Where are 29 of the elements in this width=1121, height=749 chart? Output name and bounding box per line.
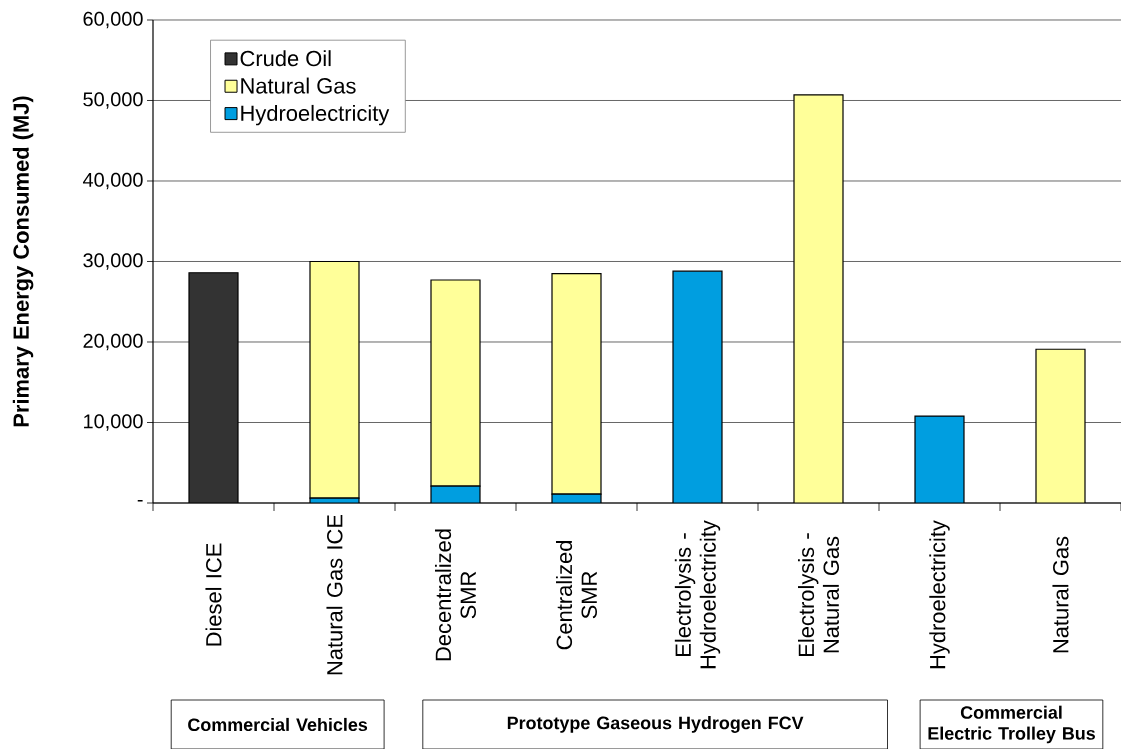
x-tick-label: Diesel ICE xyxy=(205,543,222,646)
bar xyxy=(673,271,722,503)
y-tick-label: 60,000 xyxy=(83,11,143,29)
text: Commercial Vehicles xyxy=(188,717,368,732)
text: Prototype Gaseous Hydrogen FCV xyxy=(507,716,804,733)
x-tick-label: Natural Gas xyxy=(1052,536,1069,653)
legend-label: Natural Gas xyxy=(241,77,356,94)
y-tick-label: 10,000 xyxy=(84,414,143,431)
bar xyxy=(551,272,602,495)
x-tick-label: Natural Gas ICE xyxy=(326,514,343,675)
x-tick-label: Centralized SMR xyxy=(555,541,598,650)
y-tick-label: 20,000 xyxy=(83,333,143,351)
x-tick-label: Hydroelectricity xyxy=(929,520,950,669)
y-tick-label: 40,000 xyxy=(82,172,143,190)
y-tick-label: 50,000 xyxy=(83,92,143,109)
bar xyxy=(794,94,843,503)
x-tick-label: Electrolysis - Natural Gas xyxy=(797,533,840,656)
legend-label: Hydroelectricity xyxy=(241,104,390,126)
bar xyxy=(1035,348,1086,503)
bar xyxy=(309,260,360,499)
bar xyxy=(914,415,965,503)
y-tick-label: - xyxy=(137,499,143,502)
legend-label: Crude Oil xyxy=(240,50,331,67)
x-tick-label: Electrolysis - Hydroelectricity xyxy=(674,520,721,669)
y-axis-title: Primary Energy Consumed (MJ) xyxy=(12,96,34,427)
y-tick-label: 30,000 xyxy=(83,253,143,270)
bar xyxy=(430,279,481,487)
text: Commercial Electric Trolley Bus xyxy=(928,705,1095,744)
x-tick-label: Decentralized SMR xyxy=(434,529,477,661)
